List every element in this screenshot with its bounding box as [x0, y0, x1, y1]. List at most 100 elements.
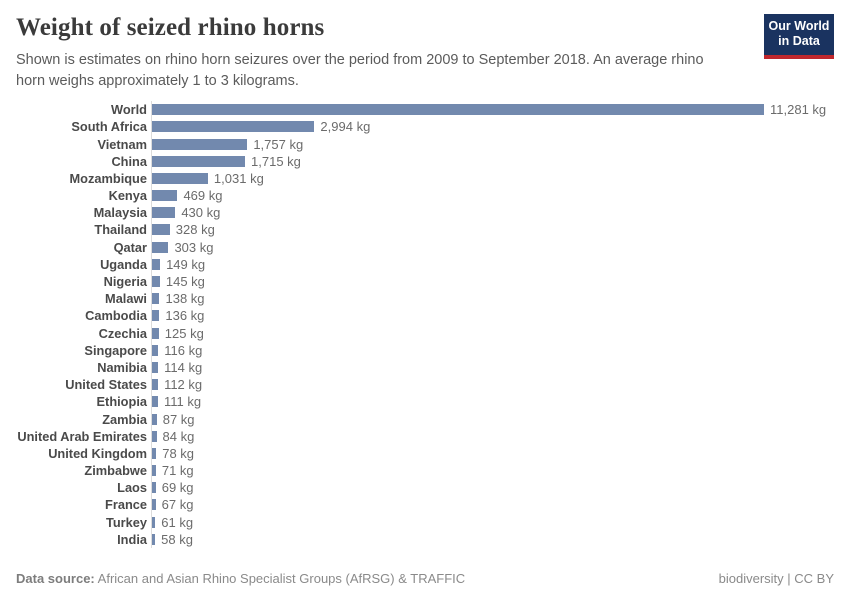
- bar-zone: 469 kg: [151, 186, 834, 205]
- category-label: Qatar: [113, 239, 147, 255]
- bar[interactable]: [152, 516, 156, 528]
- bar-chart: World 11,281 kg South Africa 2,994 kg Vi…: [16, 101, 834, 548]
- chart-row: Uganda 149 kg: [16, 255, 834, 273]
- bar[interactable]: [152, 172, 208, 184]
- bar[interactable]: [152, 276, 160, 287]
- bar[interactable]: [152, 310, 160, 322]
- category-label: United Arab Emirates: [17, 428, 147, 444]
- bar[interactable]: [152, 379, 159, 391]
- chart-row: Mozambique 1,031 kg: [16, 169, 834, 187]
- category-label: United States: [65, 377, 147, 393]
- chart-row: United States 112 kg: [16, 376, 834, 394]
- value-label: 469 kg: [183, 188, 223, 204]
- bar[interactable]: [152, 104, 764, 116]
- bar[interactable]: [152, 344, 159, 356]
- bar-zone: 430 kg: [151, 204, 834, 222]
- category-label: Czechia: [98, 325, 147, 341]
- chart-row: United Arab Emirates 84 kg: [16, 427, 834, 445]
- chart-row: United Kingdom 78 kg: [16, 444, 834, 462]
- bar-zone: 71 kg: [151, 461, 834, 480]
- value-label: 84 kg: [162, 428, 195, 444]
- bar[interactable]: [152, 447, 157, 459]
- bar-zone: 58 kg: [151, 530, 834, 548]
- owid-logo-line1: Our World: [768, 19, 830, 33]
- category-label: Namibia: [97, 359, 147, 375]
- category-label: China: [111, 153, 147, 169]
- value-label: 138 kg: [165, 291, 205, 307]
- license-note[interactable]: biodiversity | CC BY: [718, 571, 834, 586]
- value-label: 112 kg: [164, 377, 203, 393]
- bar-zone: 61 kg: [151, 513, 834, 531]
- value-label: 145 kg: [165, 274, 205, 289]
- bar[interactable]: [152, 155, 246, 167]
- chart-row: Laos 69 kg: [16, 479, 834, 497]
- header: Weight of seized rhino horns Shown is es…: [0, 0, 850, 92]
- chart-row: France 67 kg: [16, 496, 834, 514]
- value-label: 11,281 kg: [770, 102, 827, 118]
- bar-zone: 1,715 kg: [151, 152, 834, 170]
- data-source-note: Data source: African and Asian Rhino Spe…: [16, 571, 465, 586]
- bar[interactable]: [152, 121, 315, 133]
- bar[interactable]: [152, 327, 159, 339]
- chart-row: Namibia 114 kg: [16, 358, 834, 377]
- bar[interactable]: [152, 258, 161, 270]
- bar-zone: 114 kg: [151, 358, 834, 377]
- category-label: Malawi: [105, 291, 147, 307]
- category-label: United Kingdom: [48, 445, 147, 461]
- value-label: 1,715 kg: [251, 153, 301, 169]
- bar[interactable]: [152, 499, 156, 511]
- chart-row: China 1,715 kg: [16, 152, 834, 170]
- bar[interactable]: [152, 361, 159, 373]
- data-source-text: African and Asian Rhino Specialist Group…: [97, 571, 466, 586]
- bar-zone: 2,994 kg: [151, 118, 834, 136]
- bar-zone: 138 kg: [151, 290, 834, 308]
- owid-logo-line2: in Data: [778, 34, 820, 48]
- bar[interactable]: [152, 482, 156, 494]
- category-label: World: [110, 102, 147, 118]
- bar[interactable]: [152, 293, 160, 305]
- owid-logo[interactable]: Our World in Data: [764, 14, 834, 59]
- bar-zone: 87 kg: [151, 410, 834, 428]
- bar-zone: 69 kg: [151, 479, 834, 497]
- category-label: India: [117, 531, 147, 547]
- chart-row: Kenya 469 kg: [16, 186, 834, 205]
- bar-zone: 111 kg: [151, 393, 834, 411]
- value-label: 149 kg: [166, 256, 206, 272]
- value-label: 328 kg: [175, 222, 215, 238]
- value-label: 114 kg: [164, 359, 203, 375]
- bar-zone: 1,757 kg: [151, 135, 834, 153]
- category-label: Turkey: [105, 514, 147, 530]
- category-label: Thailand: [94, 222, 147, 238]
- bar[interactable]: [152, 396, 159, 408]
- chart-row: Cambodia 136 kg: [16, 307, 834, 325]
- bar[interactable]: [152, 241, 169, 253]
- chart-row: Ethiopia 111 kg: [16, 393, 834, 411]
- bar-zone: 116 kg: [151, 341, 834, 359]
- bar[interactable]: [152, 465, 156, 477]
- chart-row: World 11,281 kg: [16, 101, 834, 119]
- chart-rows: World 11,281 kg South Africa 2,994 kg Vi…: [16, 101, 834, 548]
- chart-row: Zimbabwe 71 kg: [16, 461, 834, 480]
- header-text: Weight of seized rhino horns Shown is es…: [16, 12, 728, 92]
- bar[interactable]: [152, 413, 157, 425]
- bar[interactable]: [152, 224, 170, 236]
- bar[interactable]: [152, 138, 248, 150]
- category-label: Nigeria: [103, 274, 147, 289]
- bar[interactable]: [152, 430, 157, 442]
- chart-row: Vietnam 1,757 kg: [16, 135, 834, 153]
- bar[interactable]: [152, 533, 156, 545]
- value-label: 1,031 kg: [213, 170, 264, 186]
- chart-row: Czechia 125 kg: [16, 324, 834, 342]
- category-label: Kenya: [108, 188, 147, 204]
- chart-row: Thailand 328 kg: [16, 221, 834, 239]
- bar[interactable]: [152, 207, 176, 219]
- bar-zone: 149 kg: [151, 255, 834, 273]
- footer: Data source: African and Asian Rhino Spe…: [16, 571, 834, 586]
- value-label: 87 kg: [162, 411, 195, 427]
- value-label: 1,757 kg: [253, 136, 304, 152]
- category-label: Laos: [117, 480, 147, 496]
- category-label: Vietnam: [97, 136, 147, 152]
- bar[interactable]: [152, 190, 178, 202]
- chart-subtitle: Shown is estimates on rhino horn seizure…: [16, 52, 704, 90]
- bar-zone: 67 kg: [151, 496, 834, 514]
